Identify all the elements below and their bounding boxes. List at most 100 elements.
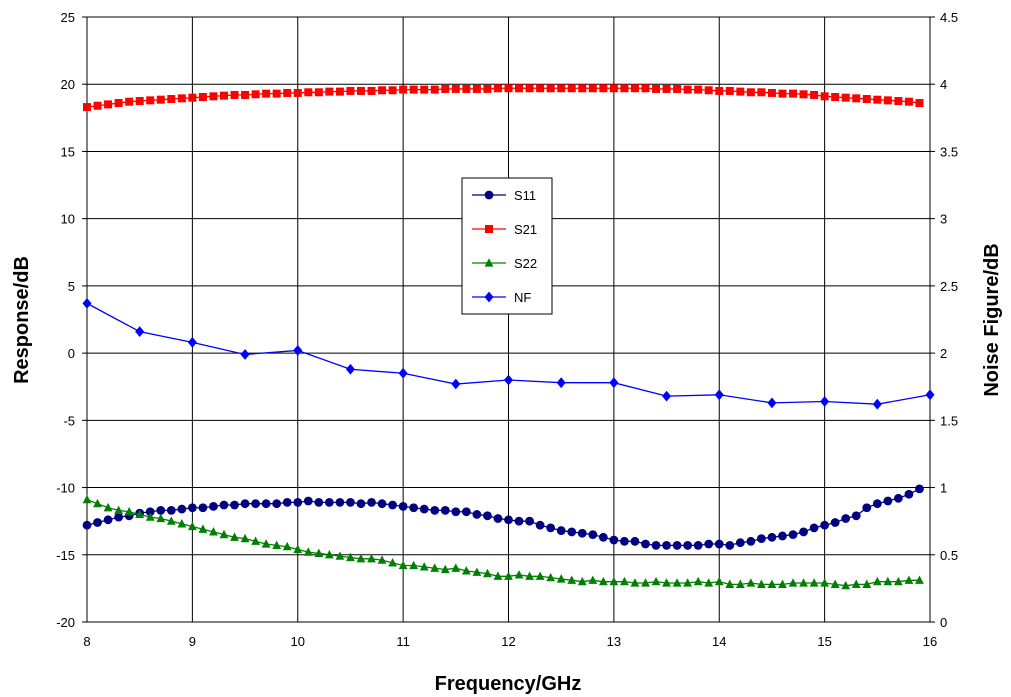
data-point-s21 <box>146 96 155 105</box>
x-tick-label: 13 <box>607 634 621 649</box>
data-point-s22 <box>409 560 419 570</box>
data-point-s22 <box>883 576 893 586</box>
data-point-s22 <box>335 551 345 560</box>
y2-tick-label: 0.5 <box>940 548 958 563</box>
legend-label: S11 <box>514 188 536 203</box>
data-point-s21 <box>472 84 481 93</box>
data-point-s21 <box>83 103 91 112</box>
data-point-s21 <box>251 90 260 99</box>
data-point-s11 <box>156 506 166 515</box>
data-point-s21 <box>525 84 534 93</box>
data-point-s11 <box>293 497 303 507</box>
data-point-s11 <box>166 506 176 515</box>
data-point-s11 <box>767 532 777 542</box>
data-point-s22 <box>198 524 208 533</box>
data-point-s21 <box>504 84 513 93</box>
data-point-s21 <box>662 84 671 93</box>
data-point-s22 <box>714 576 724 586</box>
data-point-s11 <box>314 497 324 507</box>
x-tick-label: 9 <box>189 634 196 649</box>
data-point-s21 <box>420 85 429 94</box>
data-point-s11 <box>219 500 229 510</box>
data-point-s11 <box>609 535 619 545</box>
data-point-s21 <box>188 93 197 102</box>
y-tick-label: 10 <box>61 212 75 227</box>
data-point-s21 <box>789 89 798 98</box>
data-point-s11 <box>209 501 218 511</box>
data-point-s21 <box>135 97 144 106</box>
data-point-s11 <box>419 504 429 514</box>
data-point-s22 <box>567 575 577 584</box>
data-point-nf <box>135 326 145 337</box>
data-point-s21 <box>283 88 292 97</box>
data-point-s21 <box>862 95 871 104</box>
data-point-s11 <box>588 530 598 540</box>
y-tick-label: 25 <box>61 10 75 25</box>
data-point-s11 <box>451 507 461 517</box>
legend-marker <box>484 190 494 200</box>
data-point-s11 <box>82 520 92 530</box>
data-point-s11 <box>367 497 376 507</box>
data-point-s21 <box>262 89 271 98</box>
legend-label: S21 <box>514 222 537 237</box>
data-point-s11 <box>346 497 355 507</box>
data-point-s11 <box>630 536 640 546</box>
data-point-s21 <box>346 86 355 95</box>
data-point-s11 <box>409 503 419 513</box>
data-point-s22 <box>620 576 629 586</box>
data-point-s21 <box>104 100 113 109</box>
y-tick-label: 15 <box>61 144 75 159</box>
data-point-nf <box>451 378 461 390</box>
data-point-s22 <box>851 579 861 588</box>
data-point-s22 <box>641 578 650 587</box>
data-point-s21 <box>241 90 250 99</box>
data-point-s21 <box>356 86 365 95</box>
data-point-s22 <box>651 576 661 586</box>
data-point-s21 <box>778 89 787 98</box>
data-point-s21 <box>799 90 808 99</box>
data-point-nf <box>82 297 92 309</box>
legend-box <box>461 177 553 315</box>
data-point-s11 <box>735 538 745 548</box>
data-point-s21 <box>873 95 882 104</box>
data-point-s11 <box>778 531 787 541</box>
data-point-s11 <box>388 500 397 510</box>
data-point-s22 <box>314 548 324 558</box>
data-point-s11 <box>651 540 661 550</box>
data-point-s11 <box>472 510 482 519</box>
data-point-s21 <box>715 86 724 95</box>
data-point-s11 <box>567 527 577 537</box>
legend-entry-s22: S22 <box>472 256 537 271</box>
data-point-s21 <box>304 88 313 97</box>
data-point-s21 <box>578 84 587 93</box>
data-point-s22 <box>725 579 735 588</box>
data-point-s11 <box>261 499 271 509</box>
data-point-s11 <box>303 496 313 506</box>
data-point-s21 <box>125 97 134 106</box>
data-point-s21 <box>493 84 502 93</box>
x-tick-label: 12 <box>501 634 515 649</box>
data-point-s11 <box>198 503 208 513</box>
data-point-s21 <box>736 87 745 96</box>
data-point-s22 <box>177 519 187 528</box>
data-point-s22 <box>904 575 914 584</box>
data-point-s21 <box>209 92 218 101</box>
data-point-s22 <box>830 579 840 588</box>
data-point-nf <box>820 396 830 407</box>
legend: S11 S21 S22 NF <box>461 177 553 315</box>
data-point-s11 <box>546 523 556 533</box>
data-point-s11 <box>725 540 735 550</box>
data-point-s22 <box>82 494 92 504</box>
data-point-s11 <box>535 520 545 530</box>
data-point-s21 <box>441 84 450 93</box>
series-nf <box>82 297 935 410</box>
data-point-s22 <box>282 541 292 551</box>
data-point-s11 <box>556 526 566 535</box>
data-point-s22 <box>915 575 924 584</box>
data-point-s22 <box>356 554 366 563</box>
data-point-s11 <box>514 516 524 526</box>
data-point-s22 <box>430 563 440 572</box>
data-point-s21 <box>325 87 334 96</box>
series-s22 <box>82 494 924 590</box>
y2-tick-label: 1.5 <box>940 413 958 428</box>
